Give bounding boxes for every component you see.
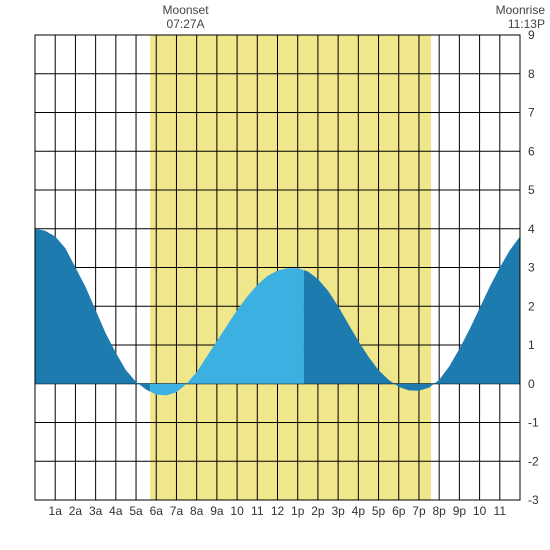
x-tick-label: 4a [109,504,123,518]
x-tick-label: 10 [473,504,487,518]
x-tick-label: 4p [352,504,366,518]
x-tick-label: 6a [150,504,164,518]
moonset-title: Moonset [163,3,210,17]
x-tick-label: 12 [271,504,285,518]
x-tick-label: 10 [230,504,244,518]
x-tick-label: 3p [331,504,345,518]
moonrise-time: 11:13P [508,17,545,31]
moonrise-title: Moonrise [496,3,546,17]
x-tick-label: 9p [453,504,467,518]
x-tick-label: 2a [69,504,83,518]
y-tick-label: -3 [528,493,539,507]
x-tick-label: 5a [129,504,143,518]
y-tick-label: 6 [528,144,535,158]
x-tick-label: 8a [190,504,204,518]
y-tick-label: 7 [528,106,535,120]
chart-svg: -3-2-101234567891a2a3a4a5a6a7a8a9a101112… [0,0,550,550]
x-tick-label: 8p [432,504,446,518]
moonset-time: 07:27A [167,17,205,31]
x-tick-label: 7p [412,504,426,518]
x-tick-label: 1p [291,504,305,518]
x-tick-label: 6p [392,504,406,518]
y-tick-label: 3 [528,261,535,275]
tide-chart: -3-2-101234567891a2a3a4a5a6a7a8a9a101112… [0,0,550,550]
x-tick-label: 1a [49,504,63,518]
x-tick-label: 11 [494,504,507,518]
y-tick-label: 2 [528,299,535,313]
y-tick-label: 4 [528,222,535,236]
y-tick-label: 1 [528,338,535,352]
y-tick-label: 0 [528,377,535,391]
x-tick-label: 5p [372,504,386,518]
x-tick-label: 3a [89,504,103,518]
y-tick-label: -2 [528,454,539,468]
x-tick-label: 7a [170,504,184,518]
y-tick-label: 5 [528,183,535,197]
y-tick-label: 8 [528,67,535,81]
y-tick-label: -1 [528,416,539,430]
x-tick-label: 9a [210,504,224,518]
x-tick-label: 2p [311,504,325,518]
x-tick-label: 11 [251,504,264,518]
